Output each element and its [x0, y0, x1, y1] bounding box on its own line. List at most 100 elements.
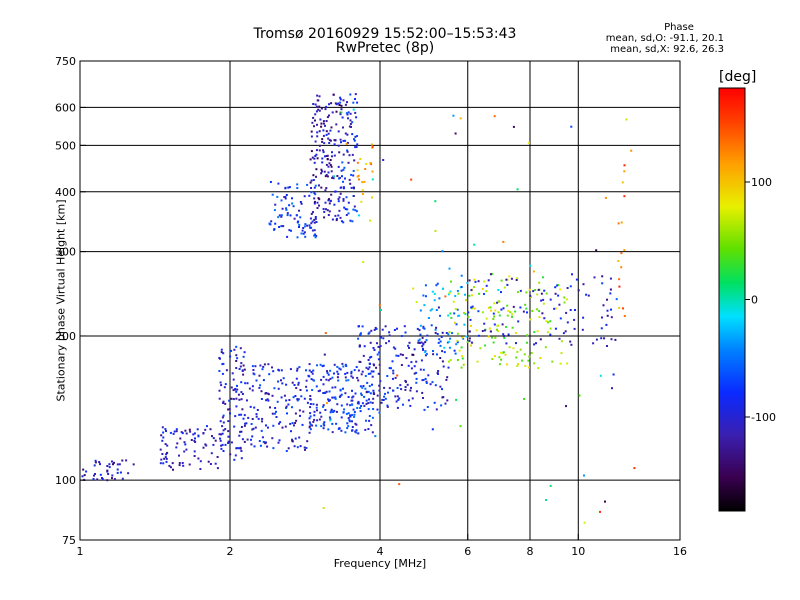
data-point	[339, 186, 342, 189]
data-point	[290, 229, 292, 232]
data-point	[276, 195, 279, 198]
data-point	[460, 286, 463, 288]
data-point	[227, 420, 230, 423]
data-point	[404, 379, 407, 382]
data-point	[230, 349, 233, 352]
data-point	[284, 196, 287, 198]
data-point	[471, 294, 473, 297]
data-point	[554, 286, 557, 289]
data-point	[633, 467, 636, 470]
data-point	[559, 288, 562, 291]
data-point	[309, 158, 312, 161]
data-point	[280, 214, 283, 217]
data-point	[309, 428, 312, 431]
data-point	[512, 347, 515, 350]
data-point	[358, 360, 361, 363]
data-point	[338, 177, 340, 180]
data-point	[332, 177, 335, 180]
data-point	[490, 336, 493, 339]
data-point	[328, 202, 331, 205]
data-point	[357, 379, 360, 382]
data-point	[342, 411, 345, 414]
data-point	[412, 287, 415, 290]
data-point	[371, 375, 374, 378]
data-point	[540, 292, 543, 295]
data-point	[442, 365, 445, 368]
data-point	[340, 393, 343, 396]
data-point	[453, 349, 456, 352]
data-point	[541, 312, 544, 315]
data-point	[349, 219, 352, 222]
data-point	[421, 391, 424, 394]
data-point	[365, 391, 368, 394]
data-point	[505, 326, 508, 328]
data-point	[317, 390, 320, 393]
data-point	[511, 315, 513, 318]
data-point	[356, 407, 359, 409]
data-point	[337, 198, 340, 201]
data-point	[258, 374, 261, 377]
data-point	[336, 403, 339, 406]
data-point	[329, 129, 332, 132]
data-point	[371, 196, 373, 199]
data-point	[243, 424, 246, 427]
data-point	[549, 484, 552, 487]
data-point	[172, 468, 174, 471]
data-point	[528, 355, 531, 358]
data-point	[367, 332, 370, 335]
data-point	[371, 416, 374, 419]
data-point	[243, 368, 246, 371]
data-point	[289, 368, 292, 371]
data-point	[224, 383, 227, 386]
data-point	[288, 399, 291, 401]
data-point	[333, 396, 336, 399]
data-point	[353, 138, 355, 141]
data-point	[346, 150, 349, 153]
data-point	[350, 370, 353, 373]
data-point	[566, 298, 568, 301]
data-point	[344, 376, 347, 379]
data-point	[566, 287, 569, 289]
data-point	[492, 341, 495, 344]
data-point	[160, 458, 163, 461]
data-point	[439, 314, 441, 317]
data-point	[94, 473, 96, 475]
data-point	[101, 478, 104, 481]
data-point	[344, 372, 347, 375]
data-point	[259, 444, 262, 447]
data-point	[316, 99, 319, 102]
data-point	[385, 342, 388, 345]
data-point	[288, 186, 291, 189]
data-point	[549, 320, 552, 323]
data-point	[350, 126, 352, 128]
data-point	[350, 173, 353, 176]
data-point	[350, 399, 353, 402]
data-point	[356, 135, 358, 137]
data-point	[301, 423, 304, 426]
data-point	[301, 229, 304, 232]
data-point	[235, 345, 238, 348]
data-point	[235, 397, 238, 400]
data-point	[349, 122, 352, 125]
data-point	[300, 202, 303, 205]
data-point	[351, 220, 354, 223]
data-point	[370, 424, 373, 427]
data-point	[351, 403, 354, 406]
data-point	[339, 101, 342, 104]
data-point	[376, 342, 378, 345]
data-point	[315, 105, 318, 108]
data-point	[434, 328, 437, 331]
data-point	[506, 314, 509, 317]
data-point	[415, 390, 418, 393]
data-point	[426, 334, 429, 337]
data-point	[340, 429, 343, 432]
data-point	[242, 364, 245, 367]
data-point	[303, 446, 306, 449]
data-point	[325, 163, 328, 166]
data-point	[418, 342, 421, 344]
data-point	[473, 278, 476, 281]
data-point	[299, 201, 302, 203]
data-point	[535, 342, 537, 345]
data-point	[341, 116, 344, 119]
data-point	[314, 113, 317, 116]
